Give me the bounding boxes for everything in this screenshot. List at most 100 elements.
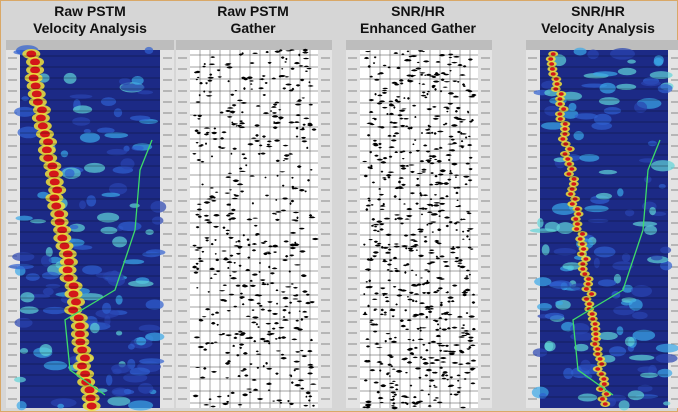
noise-blob [20,292,34,302]
noise-blob [598,279,616,286]
semblance-peak [557,112,562,116]
semblance-peak [551,72,556,76]
noise-blob [130,367,150,375]
noise-blob [600,83,616,94]
noise-blob [580,360,591,371]
noise-blob [46,284,61,289]
semblance-peak [75,331,85,338]
semblance-peak [602,382,607,386]
semblance-peak [87,403,97,410]
noise-blob [44,361,67,370]
noise-blob [625,337,635,347]
semblance-peak [570,202,575,206]
semblance-peak [77,347,87,354]
semblance-peak [550,67,555,71]
noise-blob [625,209,634,216]
semblance-peak [593,337,598,341]
semblance-peak [555,82,560,86]
semblance-peak [38,123,48,130]
noise-blob [139,358,164,364]
noise-blob [119,78,131,85]
noise-blob [574,48,587,56]
semblance-peak [30,59,40,66]
noise-blob [644,225,657,235]
semblance-peak [603,402,608,406]
axis-strip [526,40,678,50]
noise-blob [627,59,636,63]
noise-blob [73,245,92,250]
semblance-peak [590,312,595,316]
semblance-peak [55,219,65,226]
noise-blob [70,94,93,98]
noise-blob [14,107,35,117]
semblance-peak [84,387,94,394]
noise-blob [660,247,671,254]
semblance-peak [567,147,572,151]
noise-blob [128,400,153,410]
tick-column [318,50,332,408]
panel-title: Raw PSTM [54,3,126,19]
semblance-peak [586,282,591,286]
semblance-peak [26,51,36,58]
semblance-peak [558,102,563,106]
noise-blob [130,115,150,120]
noise-blob [116,295,123,304]
panel-title: Enhanced Gather [360,20,476,36]
semblance-peak [80,355,90,362]
noise-blob [97,128,115,134]
semblance-peak [571,182,576,186]
noise-blob [550,280,572,288]
noise-blob [628,390,644,400]
semblance-peak [582,272,587,276]
noise-blob [537,303,552,311]
semblance-peak [36,115,46,122]
noise-blob [656,354,678,363]
noise-blob [596,193,612,200]
figure: Raw PSTM Velocity Analysis Raw PSTM Gath… [0,0,678,412]
semblance-peak [51,203,61,210]
noise-blob [116,331,122,336]
semblance-peak [592,342,597,346]
noise-blob [545,313,564,320]
semblance-peak [43,155,53,162]
semblance-peak [54,211,64,218]
semblance-peak [593,322,598,326]
noise-blob [132,76,144,85]
noise-blob [42,272,59,280]
noise-blob [146,300,164,310]
semblance-peak [561,107,566,111]
noise-blob [609,346,626,356]
noise-blob [21,96,29,101]
noise-blob [637,366,656,373]
noise-blob [568,103,576,111]
noise-blob [90,323,100,333]
semblance-peak [64,275,74,282]
noise-blob [57,404,64,409]
semblance-peak [573,217,578,221]
semblance-peak [581,247,586,251]
axis-strip [346,40,492,50]
noise-blob [599,170,617,174]
noise-blob [61,150,68,157]
semblance-peak [575,222,580,226]
noise-blob [101,97,116,106]
noise-blob [657,369,672,378]
noise-blob [658,84,673,93]
noise-blob [651,255,663,260]
noise-blob [584,205,608,212]
gather-panel [190,49,319,408]
noise-blob [111,364,130,373]
noise-blob [26,273,40,281]
semblance-peak [580,267,585,271]
noise-blob [121,158,135,169]
noise-blob [72,117,90,126]
semblance-peak [586,277,591,281]
semblance-peak [37,107,47,114]
noise-blob [20,306,39,313]
semblance-peak [77,363,87,370]
semblance-peak [568,192,573,196]
noise-blob [107,149,127,156]
panel-title: Velocity Analysis [33,20,147,36]
noise-blob [73,105,92,113]
semblance-peak [43,139,53,146]
